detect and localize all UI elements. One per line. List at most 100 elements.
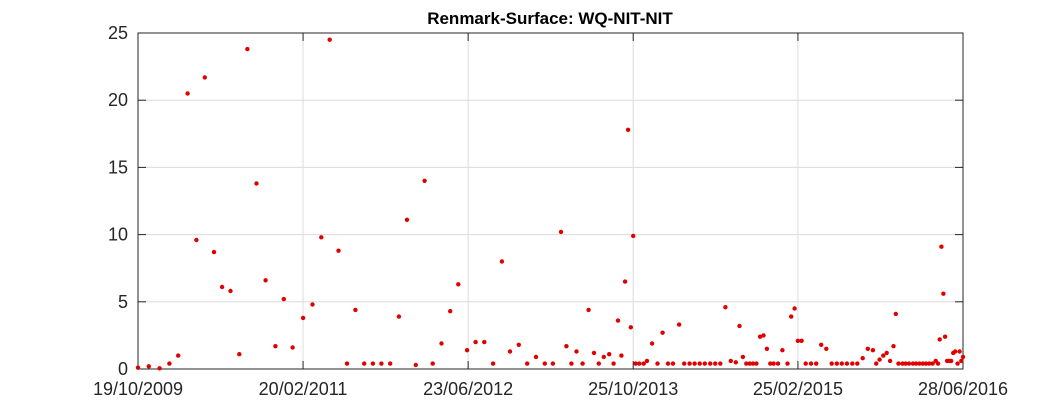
data-point (644, 358, 650, 364)
chart-title: Renmark-Surface: WQ-NIT-NIT (427, 9, 673, 28)
data-point (649, 341, 655, 346)
data-point (564, 344, 569, 349)
data-point (473, 339, 478, 345)
data-point (550, 361, 556, 366)
data-point (913, 361, 919, 366)
data-point (829, 361, 834, 366)
data-point (615, 318, 621, 323)
data-point (219, 284, 225, 290)
data-point (803, 361, 808, 366)
data-point (768, 361, 773, 366)
data-point (379, 361, 384, 366)
data-point (955, 361, 960, 366)
data-point (676, 322, 682, 327)
data-point (687, 361, 692, 366)
y-tick-label: 10 (108, 225, 128, 245)
data-point (185, 91, 190, 96)
plot-area-border (137, 32, 964, 370)
data-point (439, 341, 444, 346)
y-tick-label: 15 (108, 157, 128, 177)
data-point (507, 349, 513, 354)
data-point (263, 278, 268, 283)
data-point (516, 342, 521, 347)
data-point (574, 349, 579, 354)
data-point (764, 346, 770, 351)
data-point (960, 354, 966, 360)
data-point (906, 361, 912, 366)
data-point (157, 366, 162, 371)
data-point (591, 350, 597, 356)
data-point (870, 348, 876, 353)
data-point (665, 361, 671, 366)
data-point (135, 365, 141, 370)
data-point (877, 357, 882, 362)
data-point (596, 361, 601, 366)
data-point (718, 361, 723, 366)
data-point (771, 361, 776, 366)
data-point (396, 314, 402, 319)
x-tick-label: 19/10/2009 (93, 379, 183, 399)
data-point (482, 339, 487, 345)
data-point (655, 361, 660, 366)
data-point (930, 361, 935, 366)
data-point (910, 361, 916, 366)
data-point (622, 279, 628, 284)
data-point (569, 361, 574, 366)
data-point (413, 362, 418, 368)
data-point (211, 249, 217, 255)
data-point (920, 361, 925, 366)
data-point (834, 361, 839, 366)
data-point (300, 315, 306, 321)
data-point (959, 358, 964, 364)
data-point (808, 361, 814, 366)
data-point (245, 46, 250, 52)
data-point (713, 361, 718, 366)
y-tick-label: 0 (118, 359, 128, 379)
data-point (237, 352, 242, 357)
data-point (533, 354, 539, 360)
data-point (799, 338, 804, 343)
data-point (860, 356, 865, 361)
data-point (525, 361, 530, 366)
data-point (167, 361, 172, 366)
data-point (789, 314, 794, 319)
data-point (792, 306, 797, 311)
data-point (290, 345, 295, 350)
data-point (814, 361, 819, 366)
grid-lines (138, 33, 963, 369)
data-point (611, 361, 616, 366)
data-point (670, 361, 676, 366)
data-point (404, 217, 410, 222)
data-point (744, 361, 749, 366)
data-point (708, 361, 713, 366)
data-point (750, 361, 756, 366)
data-point (228, 288, 233, 294)
data-point (422, 178, 427, 183)
data-point (633, 361, 638, 366)
y-tick-label: 25 (108, 23, 128, 43)
data-point (362, 361, 367, 366)
data-point (754, 361, 759, 366)
data-point (935, 361, 941, 366)
data-point (903, 361, 908, 366)
data-point (884, 350, 889, 356)
x-tick-label: 25/10/2013 (588, 379, 678, 399)
data-point (542, 361, 547, 366)
data-point (353, 307, 358, 313)
data-point (176, 353, 181, 358)
data-point (824, 346, 829, 351)
y-tick-label: 20 (108, 90, 128, 110)
data-point (273, 344, 278, 349)
data-point (490, 361, 496, 366)
data-point (637, 361, 642, 366)
data-point (281, 296, 286, 302)
data-point (874, 361, 879, 366)
data-point (855, 361, 860, 366)
data-point (194, 237, 199, 243)
data-point (891, 344, 896, 349)
data-point (628, 325, 633, 330)
data-point (785, 361, 790, 366)
data-point (202, 75, 207, 80)
x-tick-label: 28/06/2016 (918, 379, 1008, 399)
